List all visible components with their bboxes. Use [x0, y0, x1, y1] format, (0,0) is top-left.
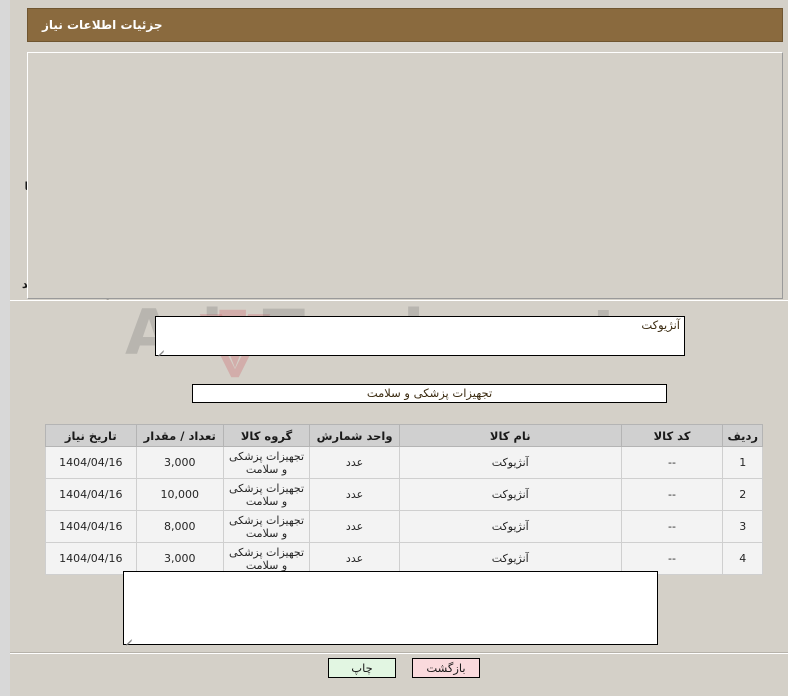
- section-divider-bottom: [0, 652, 788, 654]
- need-info-panel: [17, 52, 773, 299]
- cell-row: 1: [713, 447, 753, 479]
- buyer-notes-resize-grip[interactable]: [113, 571, 648, 645]
- print-button[interactable]: چاپ: [318, 658, 386, 678]
- col-date: تاریخ نیاز: [36, 425, 127, 447]
- cell-row: 4: [713, 543, 753, 575]
- goods-group-field[interactable]: تجهیزات پزشکی و سلامت: [182, 384, 657, 403]
- cell-qty: 8,000: [126, 511, 213, 543]
- cell-group: تجهیزات پزشکی و سلامت: [213, 447, 299, 479]
- cell-group: تجهیزات پزشکی و سلامت: [213, 543, 299, 575]
- back-button[interactable]: بازگشت: [402, 658, 470, 678]
- table-row: 4 -- آنژیوکت عدد تجهیزات پزشکی و سلامت 3…: [36, 543, 753, 575]
- col-unit: واحد شمارش: [300, 425, 390, 447]
- page-title-bar: جزئیات اطلاعات نیاز: [17, 8, 773, 42]
- description-resize-grip[interactable]: [145, 316, 675, 356]
- cell-row: 2: [713, 479, 753, 511]
- cell-qty: 10,000: [126, 479, 213, 511]
- cell-code: --: [611, 447, 713, 479]
- table-row: 1 -- آنژیوکت عدد تجهیزات پزشکی و سلامت 3…: [36, 447, 753, 479]
- page-title: جزئیات اطلاعات نیاز: [18, 9, 772, 41]
- cell-date: 1404/04/16: [36, 447, 127, 479]
- cell-name: آنژیوکت: [389, 447, 611, 479]
- resize-grip-icon: [114, 634, 124, 644]
- cell-date: 1404/04/16: [36, 479, 127, 511]
- cell-date: 1404/04/16: [36, 543, 127, 575]
- cell-unit: عدد: [300, 543, 390, 575]
- resize-grip-icon: [146, 345, 156, 355]
- cell-code: --: [611, 511, 713, 543]
- table-row: 2 -- آنژیوکت عدد تجهیزات پزشکی و سلامت 1…: [36, 479, 753, 511]
- col-code: کد کالا: [611, 425, 713, 447]
- table-header-row: ردیف کد کالا نام کالا واحد شمارش گروه کا…: [36, 425, 753, 447]
- cell-date: 1404/04/16: [36, 511, 127, 543]
- cell-group: تجهیزات پزشکی و سلامت: [213, 479, 299, 511]
- table-row: 3 -- آنژیوکت عدد تجهیزات پزشکی و سلامت 8…: [36, 511, 753, 543]
- cell-name: آنژیوکت: [389, 543, 611, 575]
- action-button-bar: چاپ بازگشت: [0, 658, 788, 678]
- cell-unit: عدد: [300, 447, 390, 479]
- cell-qty: 3,000: [126, 543, 213, 575]
- col-group: گروه کالا: [213, 425, 299, 447]
- col-qty: تعداد / مقدار: [126, 425, 213, 447]
- cell-qty: 3,000: [126, 447, 213, 479]
- cell-code: --: [611, 543, 713, 575]
- col-row: ردیف: [713, 425, 753, 447]
- cell-name: آنژیوکت: [389, 479, 611, 511]
- cell-row: 3: [713, 511, 753, 543]
- cell-code: --: [611, 479, 713, 511]
- page-root: AriaTender.net جزئیات اطلاعات نیاز شماره…: [0, 0, 788, 696]
- col-name: نام کالا: [389, 425, 611, 447]
- cell-unit: عدد: [300, 479, 390, 511]
- goods-table: ردیف کد کالا نام کالا واحد شمارش گروه کا…: [35, 424, 753, 575]
- cell-name: آنژیوکت: [389, 511, 611, 543]
- cell-group: تجهیزات پزشکی و سلامت: [213, 511, 299, 543]
- cell-unit: عدد: [300, 511, 390, 543]
